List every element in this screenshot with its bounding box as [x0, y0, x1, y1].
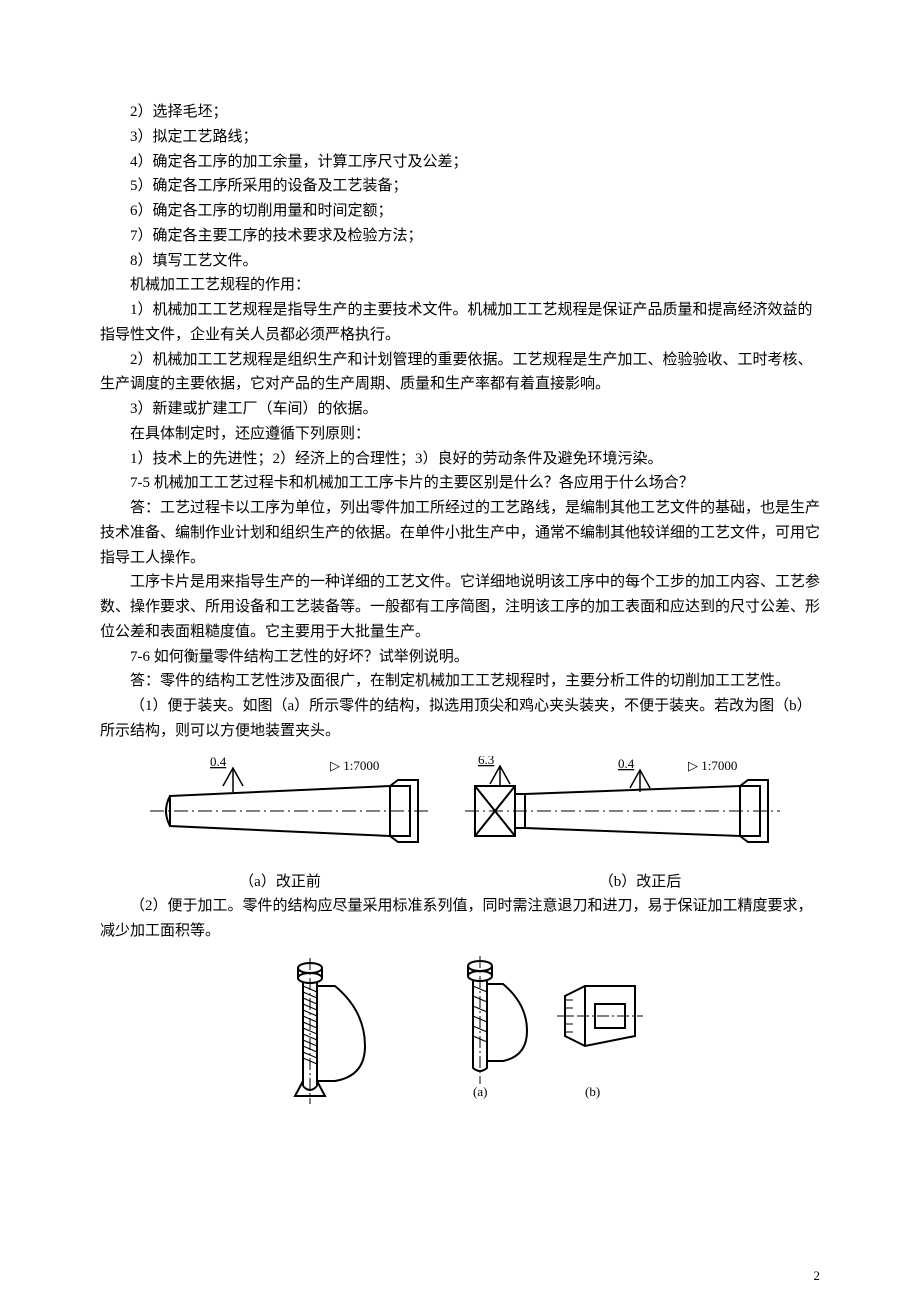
body-text: （2）便于加工。零件的结构应尽量采用标准系列值，同时需注意退刀和进刀，易于保证加…	[100, 894, 820, 944]
body-text: 答：工艺过程卡以工序为单位，列出零件加工所经过的工艺路线，是编制其他工艺文件的基…	[100, 496, 820, 570]
figure-label: 0.4	[618, 756, 635, 771]
body-text: 6）确定各工序的切削用量和时间定额；	[100, 199, 820, 224]
figure-2-row: (a) (b)	[100, 956, 820, 1106]
figure-1a: 0.4 ▷ 1:7000	[140, 756, 430, 866]
body-text: 1）技术上的先进性；2）经济上的合理性；3）良好的劳动条件及避免环境污染。	[100, 447, 820, 472]
figure-1-caption-row: （a）改正前 （b）改正后	[100, 870, 820, 895]
body-text: 7）确定各主要工序的技术要求及检验方法；	[100, 224, 820, 249]
figure-label: 6.3	[478, 756, 494, 767]
figure-label: ▷ 1:7000	[688, 758, 737, 773]
body-text: 3）新建或扩建工厂（车间）的依据。	[100, 397, 820, 422]
figure-label: ▷ 1:7000	[330, 758, 379, 773]
figure-sublabel-a: (a)	[473, 1084, 487, 1099]
page-number: 2	[814, 1268, 821, 1284]
body-text: 1）机械加工工艺规程是指导生产的主要技术文件。机械加工工艺规程是保证产品质量和提…	[100, 298, 820, 348]
figure-1-row: 0.4 ▷ 1:7000	[100, 756, 820, 866]
body-text: 8）填写工艺文件。	[100, 249, 820, 274]
body-text: 2）机械加工工艺规程是组织生产和计划管理的重要依据。工艺规程是生产加工、检验验收…	[100, 348, 820, 398]
figure-sublabel-b: (b)	[585, 1084, 600, 1099]
body-text: 2）选择毛坯；	[100, 100, 820, 125]
body-text: 4）确定各工序的加工余量，计算工序尺寸及公差；	[100, 150, 820, 175]
body-text: 5）确定各工序所采用的设备及工艺装备；	[100, 174, 820, 199]
figure-2-right: (a) (b)	[445, 956, 655, 1106]
body-text: 7-6 如何衡量零件结构工艺性的好坏？试举例说明。	[100, 645, 820, 670]
body-text: 机械加工工艺规程的作用：	[100, 273, 820, 298]
body-text: 3）拟定工艺路线；	[100, 125, 820, 150]
body-text: 答：零件的结构工艺性涉及面很广，在制定机械加工工艺规程时，主要分析工件的切削加工…	[100, 669, 820, 694]
body-text: 工序卡片是用来指导生产的一种详细的工艺文件。它详细地说明该工序中的每个工步的加工…	[100, 570, 820, 644]
body-text: 7-5 机械加工工艺过程卡和机械加工工序卡片的主要区别是什么？各应用于什么场合？	[100, 471, 820, 496]
figure-caption-b: （b）改正后	[460, 870, 820, 895]
body-text: （1）便于装夹。如图（a）所示零件的结构，拟选用顶尖和鸡心夹头装夹，不便于装夹。…	[100, 694, 820, 744]
figure-1b: 6.3 0.4 ▷ 1:7000	[460, 756, 780, 866]
figure-label: 0.4	[210, 756, 227, 769]
body-text: 在具体制定时，还应遵循下列原则：	[100, 422, 820, 447]
figure-caption-a: （a）改正前	[100, 870, 460, 895]
figure-2-left	[265, 956, 385, 1106]
